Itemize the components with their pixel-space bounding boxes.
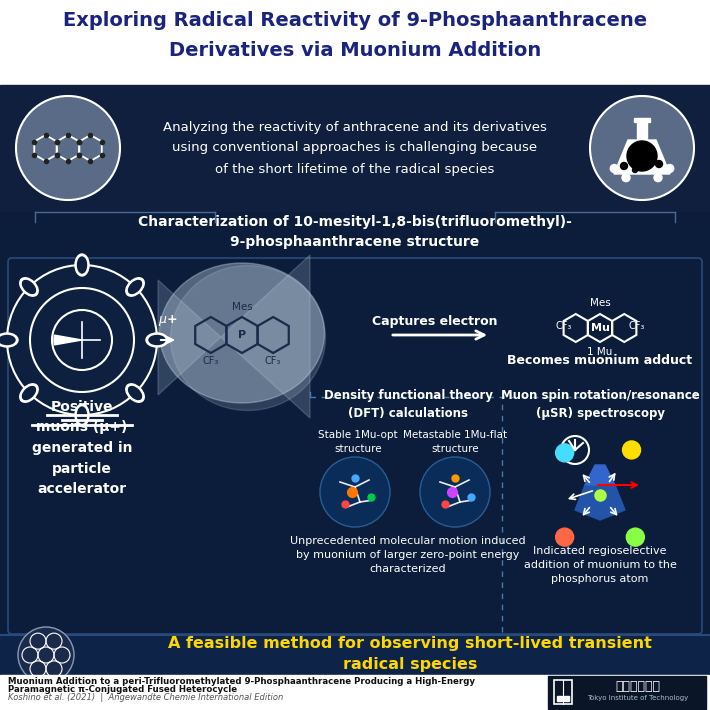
Circle shape <box>16 96 120 200</box>
Text: Koshino et al. (2021)  |  Angewandte Chemie International Edition: Koshino et al. (2021) | Angewandte Chemi… <box>8 694 283 702</box>
Ellipse shape <box>170 266 325 410</box>
Text: CF₃: CF₃ <box>265 356 281 366</box>
Bar <box>0 212 710 252</box>
Ellipse shape <box>0 333 18 347</box>
Text: 1 Mu: 1 Mu <box>587 347 613 357</box>
Text: Paramagnetic π-Conjugated Fused Heterocycle: Paramagnetic π-Conjugated Fused Heterocy… <box>8 685 237 694</box>
Ellipse shape <box>20 278 38 296</box>
Circle shape <box>52 310 112 370</box>
Bar <box>0 635 710 675</box>
Circle shape <box>654 174 662 182</box>
Text: Mu: Mu <box>591 323 609 333</box>
Wedge shape <box>54 335 82 345</box>
Text: Tokyo Institute of Technology: Tokyo Institute of Technology <box>587 695 689 701</box>
Text: $\mu$+: $\mu$+ <box>158 313 178 328</box>
Text: CF₃: CF₃ <box>202 356 219 366</box>
Polygon shape <box>614 140 670 174</box>
Text: Indicated regioselective
addition of muonium to the
phosphorus atom: Indicated regioselective addition of muo… <box>523 545 677 584</box>
Bar <box>554 680 572 704</box>
Circle shape <box>655 160 662 168</box>
Text: Unprecedented molecular motion induced
by muonium of larger zero-point energy
ch: Unprecedented molecular motion induced b… <box>290 535 526 574</box>
Circle shape <box>7 265 157 415</box>
Circle shape <box>556 528 574 546</box>
Ellipse shape <box>129 386 141 400</box>
Ellipse shape <box>23 386 36 400</box>
Text: Metastable 1Mu-flat
structure: Metastable 1Mu-flat structure <box>403 430 507 454</box>
Bar <box>564 696 569 701</box>
Ellipse shape <box>160 263 324 403</box>
Text: Muon spin rotation/resonance
(μSR) spectroscopy: Muon spin rotation/resonance (μSR) spect… <box>501 390 699 420</box>
Circle shape <box>320 457 390 527</box>
Ellipse shape <box>75 254 89 276</box>
Circle shape <box>590 96 694 200</box>
Circle shape <box>18 627 74 683</box>
Text: Derivatives via Muonium Addition: Derivatives via Muonium Addition <box>169 40 541 60</box>
Text: Muonium Addition to a peri-Trifluoromethylated 9-Phosphaanthracene Producing a H: Muonium Addition to a peri-Trifluorometh… <box>8 677 475 687</box>
Ellipse shape <box>0 336 15 344</box>
Circle shape <box>623 441 640 459</box>
Bar <box>0 675 710 710</box>
Bar <box>0 0 710 75</box>
Ellipse shape <box>23 280 36 293</box>
Circle shape <box>626 528 645 546</box>
Text: 東京工業大学: 東京工業大学 <box>616 680 660 694</box>
Ellipse shape <box>149 336 165 344</box>
Text: Exploring Radical Reactivity of 9-Phosphaanthracene: Exploring Radical Reactivity of 9-Phosph… <box>63 11 647 30</box>
Circle shape <box>621 163 628 170</box>
Polygon shape <box>585 465 615 485</box>
Ellipse shape <box>146 333 168 347</box>
Ellipse shape <box>126 278 144 296</box>
Text: Mes: Mes <box>231 302 252 312</box>
Ellipse shape <box>77 257 87 273</box>
Bar <box>0 85 710 212</box>
Text: CF₃: CF₃ <box>555 321 572 331</box>
Text: Captures electron: Captures electron <box>372 315 498 329</box>
Circle shape <box>611 165 618 173</box>
Bar <box>0 252 710 635</box>
Text: Mes: Mes <box>589 298 611 308</box>
Ellipse shape <box>20 384 38 403</box>
Polygon shape <box>158 255 310 418</box>
Ellipse shape <box>126 384 144 403</box>
Text: Density functional theory
(DFT) calculations: Density functional theory (DFT) calculat… <box>324 390 493 420</box>
Bar <box>634 118 650 122</box>
Text: P: P <box>238 330 246 340</box>
Bar <box>557 696 562 701</box>
Text: A feasible method for observing short-lived transient
radical species: A feasible method for observing short-li… <box>168 636 652 672</box>
Text: Stable 1Mu-opt
structure: Stable 1Mu-opt structure <box>318 430 398 454</box>
Circle shape <box>627 141 657 171</box>
Text: Characterization of 10-mesityl-1,8-bis(trifluoromethyl)-
9-phosphaanthracene str: Characterization of 10-mesityl-1,8-bis(t… <box>138 215 572 249</box>
Circle shape <box>30 288 134 392</box>
Circle shape <box>666 165 674 173</box>
Bar <box>637 122 647 140</box>
Circle shape <box>622 174 630 182</box>
Ellipse shape <box>75 404 89 426</box>
Circle shape <box>633 168 638 173</box>
Text: CF₃: CF₃ <box>628 321 645 331</box>
Polygon shape <box>575 485 625 520</box>
Circle shape <box>420 457 490 527</box>
Ellipse shape <box>77 407 87 423</box>
Ellipse shape <box>129 280 141 293</box>
Bar <box>548 676 706 709</box>
Text: Positive
muons (μ+)
generated in
particle
accelerator: Positive muons (μ+) generated in particl… <box>32 400 132 496</box>
Circle shape <box>556 444 574 462</box>
Text: Analyzing the reactivity of anthracene and its derivatives
using conventional ap: Analyzing the reactivity of anthracene a… <box>163 121 547 175</box>
Text: Becomes muonium adduct: Becomes muonium adduct <box>508 354 692 366</box>
